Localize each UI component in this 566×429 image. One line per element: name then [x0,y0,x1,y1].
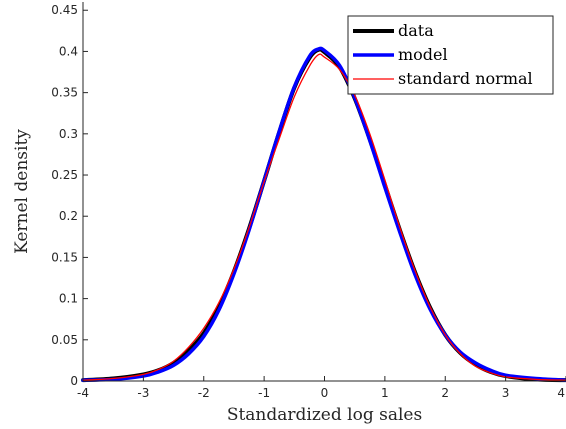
y-axis-ticks: 0 0.05 0.1 0.15 0.2 0.25 0.3 0.35 0.4 0.45 [51,3,88,388]
y-tick-label: 0 [70,374,78,388]
legend-label-standard-normal: standard normal [398,69,533,88]
y-tick-label: 0.45 [51,3,78,17]
legend: data model standard normal [347,15,554,95]
y-tick-label: 0.3 [59,127,78,141]
y-tick-label: 0.1 [59,292,78,306]
x-tick-label: 1 [381,386,389,400]
x-axis-ticks: -4 -3 -2 -1 0 1 2 3 4 [77,376,566,400]
x-tick-label: 3 [502,386,510,400]
y-tick-label: 0.25 [51,168,78,182]
x-tick-label: 0 [321,386,329,400]
series-line-standard-normal [82,53,566,381]
x-tick-label: 2 [441,386,449,400]
x-axis-label: Standardized log sales [227,405,422,425]
y-axis-label: Kernel density [12,129,32,254]
y-tick-label: 0.2 [59,209,78,223]
legend-label-data: data [398,21,434,40]
series-layer [81,46,566,383]
y-tick-label: 0.4 [59,44,78,58]
y-tick-label: 0.15 [51,250,78,264]
y-tick-label: 0.35 [51,86,78,100]
x-tick-label: -1 [258,386,270,400]
legend-label-model: model [398,45,448,64]
x-tick-label: 4 [557,386,565,400]
x-tick-label: -3 [137,386,149,400]
series-line-model [81,46,566,382]
x-tick-label: -2 [198,386,210,400]
x-tick-label: -4 [77,386,89,400]
y-tick-label: 0.05 [51,333,78,347]
